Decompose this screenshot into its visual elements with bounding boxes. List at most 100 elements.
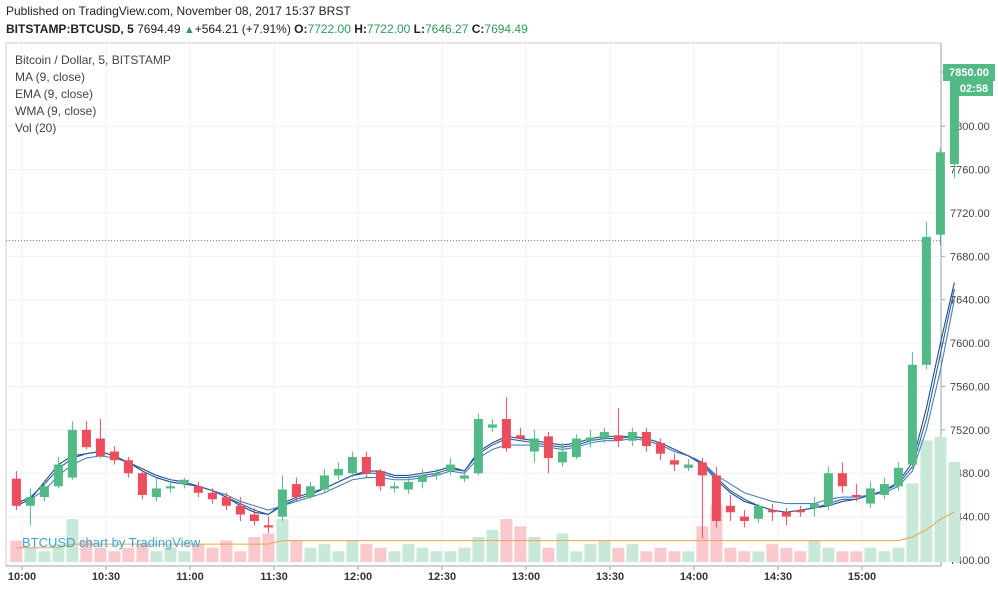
volume-bar — [920, 440, 933, 562]
candle-body — [389, 486, 399, 489]
volume-bar — [192, 544, 205, 562]
candle-body — [347, 456, 357, 474]
candle-body — [809, 503, 819, 508]
open-label: O: — [294, 22, 308, 36]
candle-body — [837, 473, 847, 487]
volume-bar — [122, 547, 135, 562]
candle-body — [39, 486, 49, 498]
volume-bar — [220, 540, 233, 562]
legend-ema[interactable]: EMA (9, close) — [15, 87, 94, 101]
candle-body — [403, 481, 413, 490]
candle-body — [571, 438, 581, 457]
candle-body — [865, 488, 875, 504]
candle-body — [137, 473, 147, 495]
symbol: BITSTAMP:BTCUSD, 5 — [6, 22, 134, 36]
candle-body — [655, 442, 665, 454]
candle-body — [249, 514, 259, 521]
volume-bar — [822, 547, 835, 562]
candle-body — [207, 492, 217, 500]
candle-body — [613, 435, 623, 441]
legend-ma[interactable]: MA (9, close) — [15, 70, 86, 84]
time-tick-label: 11:00 — [176, 571, 204, 583]
volume-bar — [164, 547, 177, 562]
time-tick-label: 13:30 — [596, 571, 624, 583]
volume-bar — [878, 551, 891, 562]
price-tick-label: 7800.00 — [950, 121, 990, 133]
time-tick-label: 10:00 — [8, 571, 36, 583]
candle-body — [935, 152, 945, 235]
price-tick-label: 7560.00 — [950, 381, 990, 393]
candle-body — [221, 497, 231, 506]
legend-wma[interactable]: WMA (9, close) — [15, 104, 97, 118]
candle-body — [949, 72, 959, 165]
candle-body — [823, 473, 833, 506]
candle-body — [179, 479, 189, 485]
candle-body — [781, 512, 791, 517]
candle-body — [543, 436, 553, 459]
candle-body — [557, 451, 567, 463]
volume-bar — [402, 544, 415, 562]
volume-bar — [626, 544, 639, 562]
volume-bar — [486, 529, 499, 562]
candle-body — [431, 473, 441, 476]
published-note: Published on TradingView.com, November 0… — [6, 4, 351, 18]
volume-bar — [864, 547, 877, 562]
candle-body — [767, 510, 777, 513]
candle-body — [725, 505, 735, 513]
price-change: +564.21 (+7.91%) — [194, 22, 291, 36]
volume-bar — [444, 551, 457, 562]
candle-body — [795, 510, 805, 513]
volume-bar — [892, 547, 905, 562]
volume-bar — [906, 483, 919, 562]
price-tag-label: 7850.00 — [949, 67, 989, 79]
volume-bar — [80, 540, 93, 562]
candle-body — [697, 462, 707, 476]
price-tick-label: 7520.00 — [950, 425, 990, 437]
time-tick-label: 14:30 — [764, 571, 792, 583]
high-value: 7722.00 — [366, 22, 411, 36]
price-tick-label: 7600.00 — [950, 338, 990, 350]
low-label: L: — [413, 22, 425, 36]
volume-bar — [570, 551, 583, 562]
close-value: 7694.49 — [484, 22, 528, 36]
volume-bar — [360, 544, 373, 562]
candle-body — [445, 464, 455, 472]
volume-bar — [556, 533, 569, 562]
volume-bar — [374, 547, 387, 562]
high-label: H: — [354, 22, 367, 36]
volume-bar — [640, 551, 653, 562]
volume-bar — [52, 544, 65, 562]
time-tick-label: 12:30 — [428, 571, 456, 583]
price-tick-label: 7640.00 — [950, 295, 990, 307]
time-tick-label: 11:30 — [260, 571, 288, 583]
volume-bar — [934, 437, 947, 562]
candle-body — [515, 435, 525, 439]
time-tick-label: 12:00 — [344, 571, 372, 583]
candle-body — [529, 438, 539, 452]
countdown-tag — [955, 81, 993, 96]
volume-bar — [850, 551, 863, 562]
up-arrow-icon: ▲ — [183, 24, 195, 36]
volume-bar — [584, 544, 597, 562]
candle-body — [459, 475, 469, 479]
candle-body — [683, 464, 693, 468]
candle-body — [67, 429, 77, 478]
candle-body — [123, 460, 133, 474]
volume-bar — [10, 540, 23, 562]
volume-bar — [388, 551, 401, 562]
candle-body — [11, 478, 21, 506]
candle-body — [599, 432, 609, 439]
candle-body — [585, 437, 595, 441]
close-label: C: — [471, 22, 485, 36]
volume-bar — [738, 551, 751, 562]
candle-body — [263, 525, 273, 528]
candle-body — [109, 451, 119, 461]
time-tick-label: 13:00 — [512, 571, 540, 583]
volume-bar — [24, 547, 37, 562]
candle-body — [893, 467, 903, 487]
candle-body — [907, 364, 917, 465]
legend-vol[interactable]: Vol (20) — [15, 121, 57, 135]
candle-body — [669, 460, 679, 465]
volume-bar — [528, 537, 541, 562]
